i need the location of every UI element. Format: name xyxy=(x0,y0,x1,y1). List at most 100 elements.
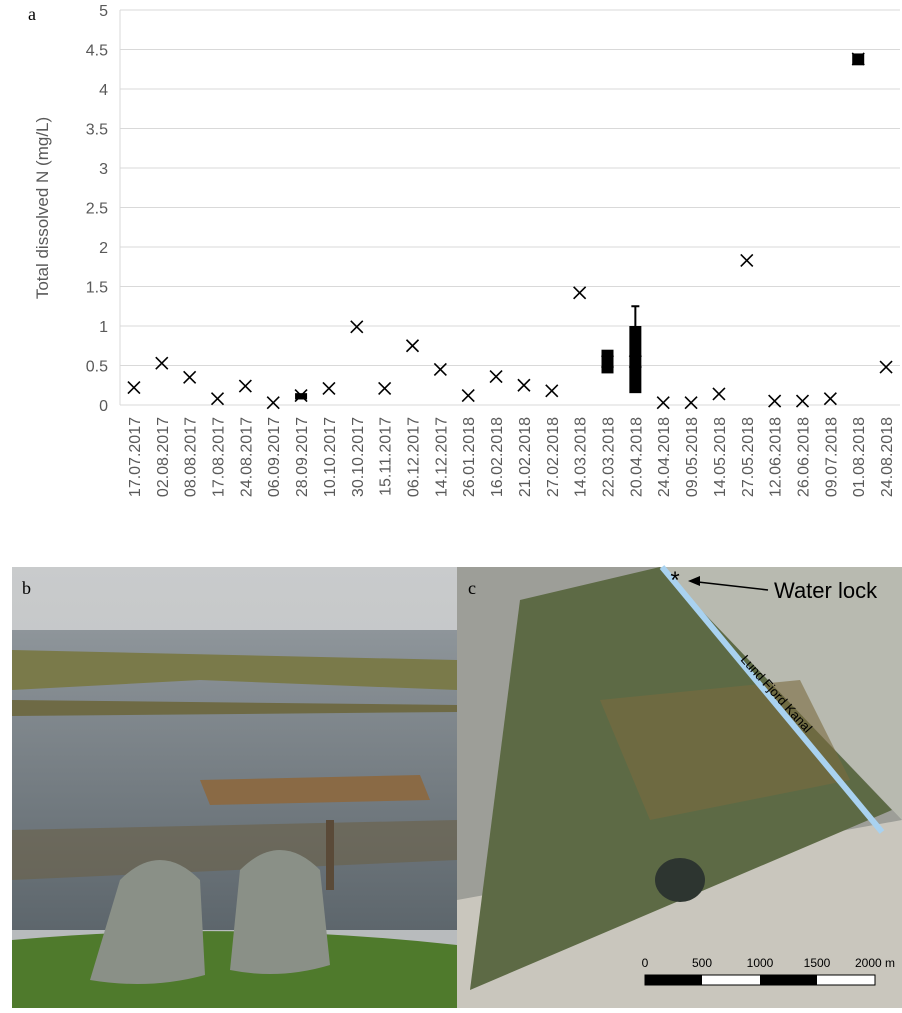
marker-stroke xyxy=(266,396,280,410)
x-tick-label: 20.04.2018 xyxy=(628,417,645,497)
marker-stroke xyxy=(210,392,225,406)
x-tick-label: 26.06.2018 xyxy=(796,417,813,497)
marker-stroke xyxy=(517,378,531,392)
panel-label: a xyxy=(28,4,36,24)
marker xyxy=(238,379,252,393)
marker-stroke xyxy=(405,339,420,353)
x-tick-label: 15.11.2017 xyxy=(378,417,395,496)
x-tick-label: 27.02.2018 xyxy=(545,417,562,497)
x-tick-label: 14.03.2018 xyxy=(573,417,590,497)
x-tick-label: 06.12.2017 xyxy=(406,417,423,497)
marker xyxy=(712,387,726,401)
x-tick-label: 30.10.2017 xyxy=(350,417,367,497)
marker-stroke xyxy=(127,381,141,395)
marker xyxy=(405,339,420,353)
x-tick-label: 09.07.2018 xyxy=(823,417,840,497)
y-tick-label: 2.5 xyxy=(86,201,108,218)
marker xyxy=(684,396,698,410)
x-tick-label: 08.08.2017 xyxy=(183,417,200,497)
y-tick-label: 1 xyxy=(99,319,108,336)
map-annotation: Water lock xyxy=(774,578,878,603)
marker xyxy=(378,381,392,395)
marker xyxy=(266,396,280,410)
x-tick-label: 17.08.2017 xyxy=(211,417,228,497)
marker-stroke xyxy=(628,354,642,369)
x-tick-label: 21.02.2018 xyxy=(517,417,534,497)
x-tick-label: 24.08.2017 xyxy=(238,417,255,497)
marker xyxy=(545,384,559,398)
marker xyxy=(740,253,754,267)
panel-label: c xyxy=(468,578,476,598)
marker-stroke xyxy=(461,388,475,403)
marker xyxy=(294,388,308,403)
marker-stroke xyxy=(712,387,726,401)
marker xyxy=(823,392,837,406)
y-tick-label: 3 xyxy=(99,161,108,178)
marker xyxy=(322,381,336,395)
y-tick-label: 4 xyxy=(99,82,108,99)
marker-stroke xyxy=(238,379,252,393)
marker-stroke xyxy=(545,384,559,398)
marker-stroke xyxy=(489,369,503,384)
box xyxy=(629,326,642,394)
y-tick-label: 0.5 xyxy=(86,359,108,376)
marker-stroke xyxy=(823,392,837,406)
x-tick-label: 14.05.2018 xyxy=(712,417,729,497)
marker-stroke xyxy=(322,381,336,395)
y-tick-label: 1.5 xyxy=(86,280,108,297)
marker xyxy=(489,369,503,384)
marker-stroke xyxy=(740,253,754,267)
y-tick-label: 2 xyxy=(99,240,108,257)
x-tick-label: 01.08.2018 xyxy=(851,417,868,497)
x-tick-label: 16.02.2018 xyxy=(489,417,506,497)
x-tick-label: 09.05.2018 xyxy=(684,417,701,497)
marker-stroke xyxy=(183,370,197,384)
x-tick-label: 17.07.2017 xyxy=(127,417,144,497)
y-tick-label: 4.5 xyxy=(86,43,108,60)
marker xyxy=(155,356,169,370)
marker xyxy=(628,354,642,369)
marker-stroke xyxy=(879,360,893,374)
marker xyxy=(517,378,531,392)
marker xyxy=(127,381,141,395)
marker xyxy=(600,354,615,369)
y-axis-label: Total dissolved N (mg/L) xyxy=(33,117,52,299)
marker xyxy=(851,52,865,66)
x-tick-label: 26.01.2018 xyxy=(461,417,478,497)
map: * xyxy=(457,565,902,1008)
x-tick-label: 06.09.2017 xyxy=(266,417,283,497)
scale-label: 1500 xyxy=(804,956,831,970)
x-tick-label: 12.06.2018 xyxy=(768,417,785,497)
marker xyxy=(795,394,810,408)
marker xyxy=(656,396,670,410)
marker-stroke xyxy=(795,394,810,408)
scale-label: 1000 xyxy=(747,956,774,970)
y-tick-label: 5 xyxy=(99,3,108,20)
x-tick-label: 10.10.2017 xyxy=(322,417,339,497)
x-tick-label: 27.05.2018 xyxy=(740,417,757,497)
marker-stroke xyxy=(155,356,169,370)
x-tick-label: 14.12.2017 xyxy=(433,417,450,497)
marker-stroke xyxy=(600,354,615,369)
scale-label: 2000 m xyxy=(855,956,895,970)
marker-stroke xyxy=(768,394,782,408)
marker xyxy=(879,360,893,374)
panel-label: b xyxy=(22,578,31,598)
marker xyxy=(183,370,197,384)
marker xyxy=(433,362,447,377)
x-tick-label: 28.09.2017 xyxy=(294,417,311,497)
marker-stroke xyxy=(656,396,670,410)
marker xyxy=(768,394,782,408)
photo xyxy=(12,567,457,1008)
marker xyxy=(210,392,225,406)
x-tick-label: 24.04.2018 xyxy=(656,417,673,497)
scale-label: 0 xyxy=(642,956,649,970)
x-tick-label: 24.08.2018 xyxy=(879,417,896,497)
scale-label: 500 xyxy=(692,956,712,970)
svg-text:*: * xyxy=(670,567,679,594)
marker-stroke xyxy=(294,388,308,403)
marker-stroke xyxy=(573,286,587,300)
y-tick-label: 0 xyxy=(99,398,108,415)
marker xyxy=(461,388,475,403)
